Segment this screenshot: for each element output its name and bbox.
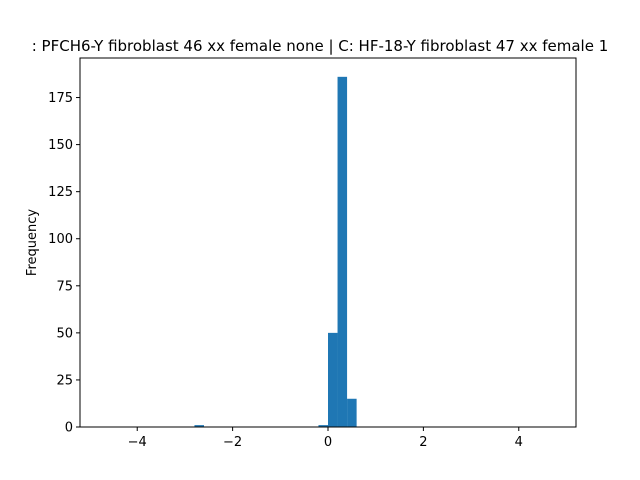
x-tick-label: 2 xyxy=(419,435,427,450)
histogram-bar xyxy=(318,425,328,427)
y-tick-label: 25 xyxy=(56,373,73,388)
chart-title: : PFCH6-Y fibroblast 46 xx female none |… xyxy=(32,37,609,55)
y-axis: 0 25 50 75 100 125 150 175 xyxy=(48,91,80,436)
y-tick-label: 0 xyxy=(65,421,73,436)
y-tick-label: 75 xyxy=(56,279,73,294)
y-tick-label: 100 xyxy=(48,232,73,247)
y-tick-label: 125 xyxy=(48,185,73,200)
histogram-bars xyxy=(194,76,357,427)
x-tick-label: −4 xyxy=(128,435,147,450)
histogram-bar xyxy=(337,76,348,427)
histogram-bar xyxy=(328,332,338,427)
y-tick-label: 50 xyxy=(56,326,73,341)
x-tick-label: 0 xyxy=(324,435,332,450)
histogram-bar xyxy=(347,398,357,427)
y-tick-label: 175 xyxy=(48,91,73,106)
x-axis: −4 −2 0 2 4 xyxy=(128,427,523,450)
histogram-bar xyxy=(194,425,204,427)
x-tick-label: 4 xyxy=(515,435,523,450)
y-tick-label: 150 xyxy=(48,138,73,153)
y-axis-label: Frequency xyxy=(25,209,40,276)
x-tick-label: −2 xyxy=(223,435,242,450)
